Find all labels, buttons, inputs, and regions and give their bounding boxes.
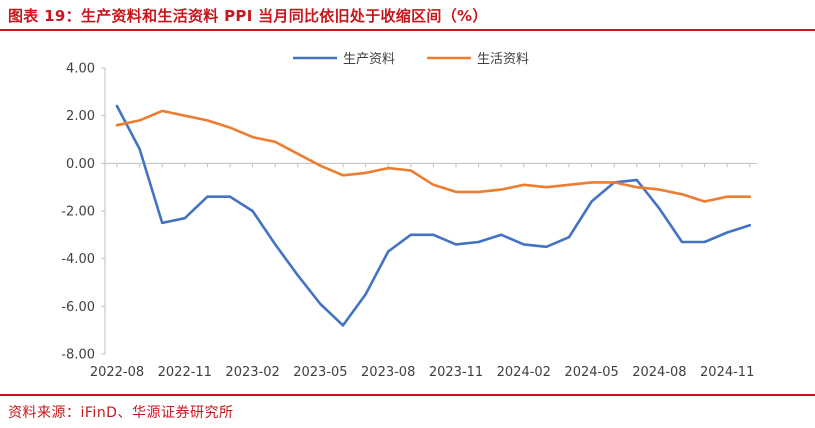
- data-point: [454, 190, 458, 194]
- data-point: [500, 188, 503, 191]
- data-point: [115, 104, 119, 108]
- data-point: [341, 324, 345, 327]
- data-point: [183, 114, 186, 117]
- legend-label-1: 生产资料: [343, 52, 395, 67]
- x-tick-label: 2024-05: [564, 365, 618, 380]
- data-point: [228, 195, 232, 198]
- line-chart: 4.00 2.00 0.00 -2.00 -4.00 -6.00 -8.00 2022-08 2…: [61, 52, 757, 380]
- data-point: [454, 243, 458, 246]
- data-point: [138, 147, 141, 151]
- data-point: [387, 250, 390, 253]
- data-point: [635, 185, 638, 189]
- x-tick-label: 2022-11: [158, 365, 212, 380]
- data-point: [161, 109, 164, 113]
- data-point: [680, 193, 684, 196]
- data-point: [409, 233, 412, 237]
- data-point: [251, 209, 254, 213]
- x-tick-label: 2022-08: [90, 365, 144, 380]
- data-point: [364, 171, 367, 175]
- x-tick-label: 2024-11: [700, 365, 754, 380]
- y-tick-label: -2.00: [61, 205, 95, 220]
- data-point: [115, 124, 119, 127]
- data-point: [590, 200, 593, 203]
- source-note: 资料来源：iFinD、华源证券研究所: [8, 405, 234, 421]
- title-rule: [0, 29, 815, 31]
- data-point: [409, 169, 412, 172]
- series-line-1: [115, 104, 752, 327]
- y-tick-label: 2.00: [66, 109, 95, 124]
- data-point: [206, 195, 209, 198]
- data-point: [228, 126, 232, 129]
- data-point: [296, 274, 299, 277]
- data-point: [590, 181, 593, 184]
- chart-axes: 4.00 2.00 0.00 -2.00 -4.00 -6.00 -8.00 2022-08 2…: [61, 62, 757, 380]
- source-rule: [0, 394, 815, 396]
- data-point: [703, 240, 706, 244]
- y-tick-label: 0.00: [66, 157, 95, 172]
- x-tick-label: 2023-02: [225, 365, 279, 380]
- data-point: [567, 236, 571, 239]
- legend-label-2: 生活资料: [477, 52, 529, 67]
- chart-series: [115, 104, 752, 327]
- data-point: [500, 233, 503, 237]
- data-point: [748, 195, 751, 198]
- data-point: [748, 224, 751, 227]
- data-point: [545, 185, 548, 189]
- data-point: [522, 243, 525, 246]
- data-point: [726, 231, 729, 234]
- data-point: [183, 216, 186, 220]
- data-point: [658, 207, 661, 210]
- data-point: [726, 195, 729, 198]
- y-tick-label: 4.00: [66, 62, 95, 77]
- data-point: [635, 178, 638, 182]
- data-point: [387, 166, 390, 170]
- data-point: [251, 135, 254, 139]
- data-point: [703, 200, 706, 203]
- data-point: [432, 183, 435, 186]
- data-point: [274, 243, 277, 246]
- chart-title: 图表 19：生产资料和生活资料 PPI 当月同比依旧处于收缩区间（%）: [8, 7, 488, 25]
- y-tick-label: -8.00: [61, 348, 95, 363]
- x-tick-label: 2023-05: [293, 365, 347, 380]
- data-point: [319, 302, 322, 306]
- data-point: [274, 140, 277, 144]
- data-point: [567, 183, 571, 186]
- y-tick-label: -6.00: [61, 300, 95, 315]
- data-point: [432, 233, 435, 237]
- data-point: [319, 164, 322, 167]
- data-point: [161, 221, 164, 225]
- series-line-2: [115, 109, 752, 203]
- x-tick-label: 2024-08: [632, 365, 686, 380]
- data-point: [522, 183, 525, 186]
- data-point: [658, 188, 661, 191]
- data-point: [206, 119, 209, 122]
- data-point: [477, 190, 480, 194]
- x-tick-label: 2023-08: [361, 365, 415, 380]
- data-point: [477, 240, 480, 244]
- y-tick-label: -4.00: [61, 252, 95, 267]
- x-tick-label: 2023-11: [429, 365, 483, 380]
- data-point: [341, 174, 345, 177]
- data-point: [364, 293, 367, 296]
- data-point: [680, 240, 684, 244]
- data-point: [613, 181, 616, 184]
- x-tick-label: 2024-02: [497, 365, 551, 380]
- data-point: [545, 245, 548, 248]
- data-point: [296, 152, 299, 155]
- chart-legend: 生产资料 生活资料: [293, 52, 529, 67]
- data-point: [138, 119, 141, 122]
